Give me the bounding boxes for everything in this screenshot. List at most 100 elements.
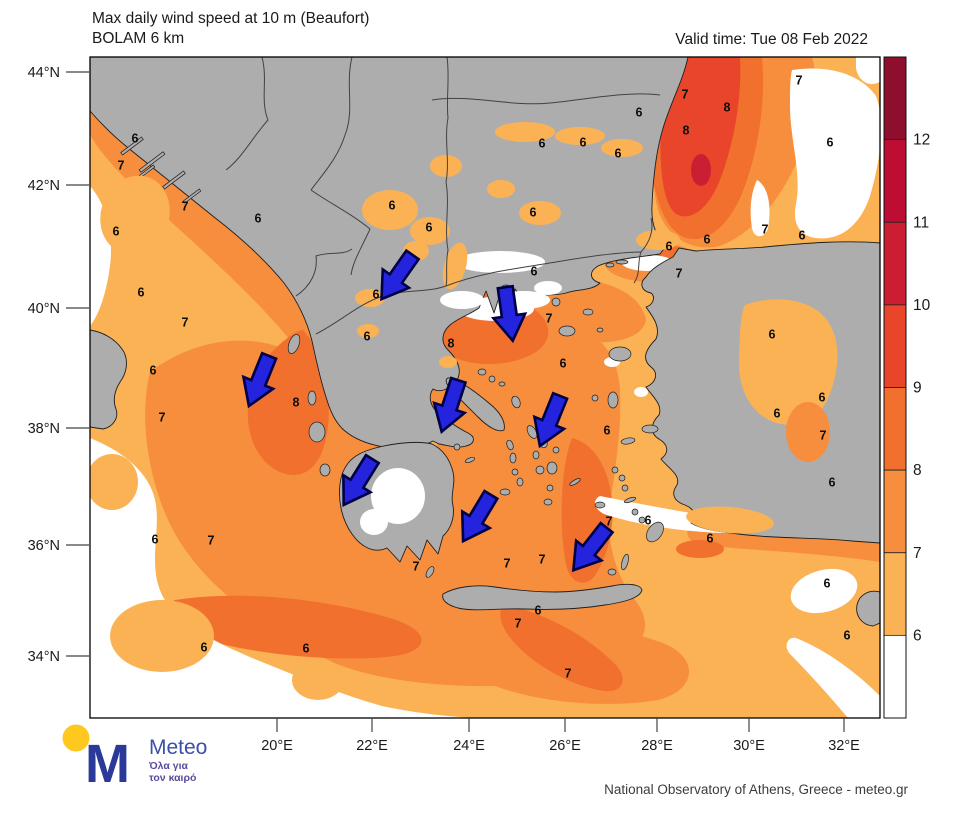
wind-speed-label: 7 (796, 74, 803, 88)
wind-speed-label: 6 (769, 328, 776, 342)
wind-speed-label: 7 (208, 534, 215, 548)
wind-speed-label: 6 (152, 533, 159, 547)
wind-speed-label: 7 (159, 411, 166, 425)
logo-sun-icon (62, 724, 90, 752)
logo-brand-text: Meteo (149, 736, 207, 759)
wind-speed-label: 6 (201, 641, 208, 655)
crete (442, 583, 643, 611)
logo-tagline-2: τον καιρό (149, 772, 196, 784)
wind-speed-label: 6 (615, 147, 622, 161)
wind-speed-label: 6 (389, 199, 396, 213)
lat-tick-label: 36°N (28, 538, 60, 554)
attribution-credit: National Observatory of Athens, Greece -… (604, 782, 908, 797)
wind-speed-label: 6 (373, 288, 380, 302)
lat-tick-label: 38°N (28, 421, 60, 437)
country-borders (225, 57, 661, 335)
wind-speed-label: 6 (364, 330, 371, 344)
aegean-islands (287, 259, 664, 578)
colorbar-segment (883, 634, 907, 719)
colorbar-segment (883, 387, 907, 471)
wind-speed-label: 6 (704, 233, 711, 247)
wind-arrow (380, 248, 421, 302)
wind-speed-label: 6 (539, 137, 546, 151)
lon-tick-label: 30°E (733, 738, 765, 754)
wind-speed-label: 7 (546, 312, 553, 326)
wind-arrow (571, 521, 615, 573)
wind-speed-label: 7 (504, 557, 511, 571)
colorbar-tick-label: 6 (913, 627, 922, 644)
colorbar-segment (883, 552, 907, 636)
lat-tick-label: 42°N (28, 178, 60, 194)
wind-speed-label: 7 (676, 267, 683, 281)
wind-speed-label: 8 (724, 101, 731, 115)
lat-tick-label: 44°N (28, 65, 60, 81)
wind-speed-label: 7 (515, 617, 522, 631)
wind-speed-label: 6 (255, 212, 262, 226)
lon-tick-label: 20°E (261, 738, 293, 754)
wind-arrow (490, 284, 528, 344)
wind-arrow (241, 351, 278, 409)
contour-6-7-patches (90, 454, 344, 700)
wind-speed-label: 7 (539, 553, 546, 567)
colorbar-tick-label: 7 (913, 545, 922, 562)
colorbar-tick-label: 8 (913, 462, 922, 479)
wind-speed-label: 6 (560, 357, 567, 371)
wind-speed-label: 6 (530, 206, 537, 220)
wind-arrow (342, 453, 381, 507)
wind-speed-label: 6 (535, 604, 542, 618)
colorbar-segment (883, 139, 907, 223)
colorbar-segment (883, 304, 907, 388)
wind-speed-label: 6 (303, 642, 310, 656)
logo-tagline-1: Όλα για (148, 760, 188, 772)
wind-speed-label: 7 (182, 200, 189, 214)
wind-speed-label: 8 (683, 124, 690, 138)
model-name: BOLAM 6 km (92, 30, 185, 47)
wind-speed-label: 6 (138, 286, 145, 300)
meteo-logo: M Meteo Όλα για τον καιρό (62, 724, 207, 794)
wind-speed-label: 6 (426, 221, 433, 235)
wind-speed-label: 8 (293, 396, 300, 410)
wind-speed-label: 8 (448, 337, 455, 351)
colorbar-tick-label: 12 (913, 132, 930, 149)
wind-speed-label: 7 (565, 667, 572, 681)
wind-speed-label: 6 (824, 577, 831, 591)
wind-speed-label: 6 (829, 476, 836, 490)
wind-speed-label: 6 (645, 514, 652, 528)
wind-speed-label: 7 (118, 159, 125, 173)
colorbar-segment (883, 56, 907, 141)
land-wind-patch-7-8 (786, 402, 830, 462)
wind-speed-label: 7 (606, 515, 613, 529)
lon-tick-label: 24°E (453, 738, 485, 754)
wind-speed-label: 6 (531, 265, 538, 279)
map-title: Max daily wind speed at 10 m (Beaufort) (92, 10, 370, 27)
valid-time: Valid time: Tue 08 Feb 2022 (675, 31, 868, 48)
wind-speed-label: 7 (682, 88, 689, 102)
wind-speed-label: 7 (762, 223, 769, 237)
colorbar-tick-label: 10 (913, 297, 931, 314)
wind-speed-label: 6 (113, 225, 120, 239)
wind-arrow (432, 376, 468, 434)
colorbar: 12 11 10 9 8 7 6 (883, 56, 931, 719)
map-frame (89, 56, 881, 719)
wind-speed-label: 6 (636, 106, 643, 120)
wind-direction-arrows (241, 248, 615, 573)
wind-speed-label: 6 (844, 629, 851, 643)
axis-labels: 44°N 42°N 40°N 38°N 36°N 34°N 20°E 22°E 24°E 26°E… (28, 65, 861, 754)
logo-m-mark: M (85, 734, 130, 794)
wind-speed-label: 6 (150, 364, 157, 378)
wind-speed-label: 6 (827, 136, 834, 150)
adriatic-islands (120, 136, 202, 204)
wind-speed-label: 6 (819, 391, 826, 405)
wind-speed-label: 6 (707, 532, 714, 546)
wind-speed-label: 6 (132, 132, 139, 146)
colorbar-frame (883, 56, 907, 719)
wind-speed-label: 7 (413, 560, 420, 574)
lon-tick-label: 26°E (549, 738, 581, 754)
colorbar-segment (883, 469, 907, 554)
balkan-peninsula (90, 57, 689, 450)
wind-speed-label: 6 (774, 407, 781, 421)
contour-10-11 (691, 154, 711, 186)
